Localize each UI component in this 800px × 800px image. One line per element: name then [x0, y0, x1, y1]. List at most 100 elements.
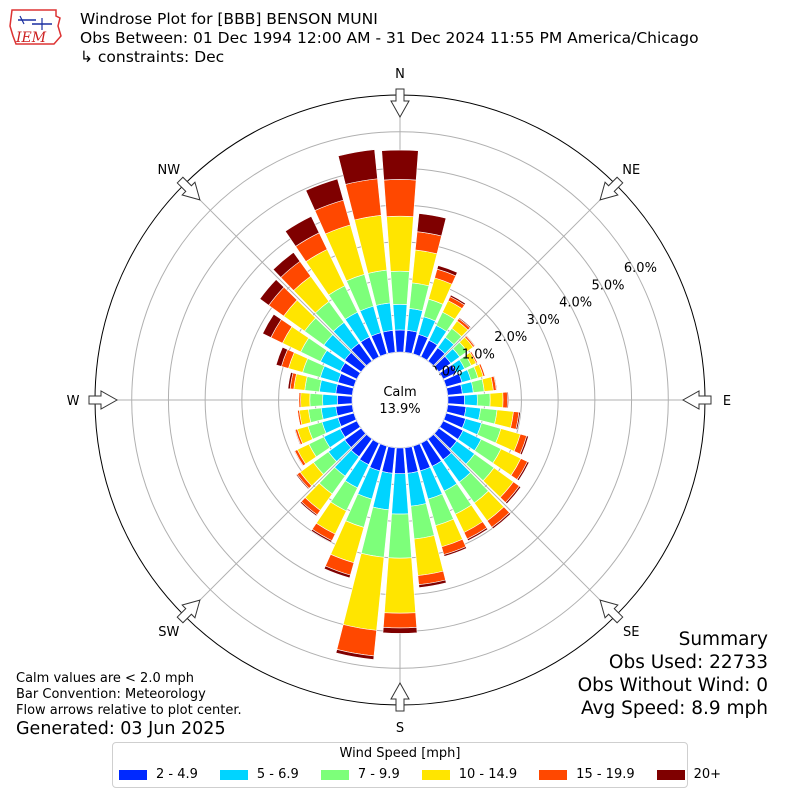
- legend-swatch: [219, 769, 248, 780]
- wind-bar-segment: [320, 406, 338, 420]
- wind-bar-segment: [466, 527, 489, 542]
- wind-bar-segment: [519, 435, 529, 456]
- legend-swatch: [119, 769, 147, 780]
- wind-bar-segment: [300, 392, 311, 408]
- wind-bar-segment: [502, 391, 508, 409]
- wind-bar-segment: [305, 178, 344, 211]
- wind-bar-segment: [381, 149, 419, 181]
- wind-bar-segment: [275, 346, 288, 367]
- wind-bar-segment: [505, 485, 522, 505]
- wind-bar-segment: [460, 381, 474, 394]
- legend-label: 20+: [693, 767, 722, 782]
- obs-used: Obs Used: 22733: [608, 652, 768, 673]
- flow-arrow-icon: [390, 88, 410, 119]
- wind-bar-segment: [515, 411, 521, 431]
- flow-note: Flow arrows relative to plot center.: [16, 703, 242, 718]
- wind-bar-segment: [465, 334, 476, 347]
- calm-label: Calm: [383, 385, 416, 400]
- compass-label: N: [395, 67, 405, 82]
- legend-label: 10 - 14.9: [458, 767, 518, 782]
- flow-arrow-icon: [88, 390, 119, 410]
- radial-tick-label: 1.0%: [462, 347, 495, 362]
- wind-bar-segment: [295, 473, 310, 490]
- wind-bar-segment: [391, 473, 409, 515]
- summary-block: Summary Obs Used: 22733 Obs Without Wind…: [578, 628, 768, 720]
- wind-bar-segment: [476, 393, 491, 407]
- legend-item: 5 - 6.9: [219, 767, 299, 782]
- grid-spoke: [183, 433, 367, 617]
- wind-bar-segment: [272, 251, 301, 278]
- wind-bar-segment: [392, 303, 408, 331]
- notes-block: Calm values are < 2.0 mph Bar Convention…: [16, 671, 242, 719]
- wind-bar-segment: [259, 279, 285, 306]
- wind-bar-segment: [296, 410, 301, 426]
- wind-bar-segment: [418, 579, 447, 588]
- wind-bar-segment: [262, 313, 282, 338]
- grid-spoke: [433, 183, 617, 367]
- compass-label: SW: [158, 625, 179, 640]
- wind-bar-segment: [464, 394, 478, 406]
- radial-tick-label: 2.0%: [494, 330, 527, 345]
- wind-bar-segment: [411, 249, 438, 287]
- legend-label: 7 - 9.9: [357, 767, 400, 782]
- wind-bar-segment: [384, 557, 416, 614]
- wind-bar-segment: [293, 450, 304, 467]
- legend-label: 5 - 6.9: [256, 767, 299, 782]
- legend-swatch: [539, 769, 568, 780]
- wind-bar-segment: [449, 294, 466, 306]
- legend-swatch: [656, 769, 685, 780]
- legend-label: 15 - 19.9: [576, 767, 635, 782]
- wind-bar-segment: [386, 215, 414, 272]
- legend-item: 15 - 19.9: [539, 767, 635, 782]
- wind-bar-segment: [382, 612, 418, 629]
- summary-title: Summary: [678, 629, 768, 650]
- wind-bar-segment: [308, 407, 324, 423]
- wind-bar-segment: [345, 178, 382, 221]
- radial-tick-label: 6.0%: [624, 261, 657, 276]
- legend-title: Wind Speed [mph]: [339, 746, 461, 761]
- grid-spoke: [433, 433, 617, 617]
- wind-bar-segment: [319, 379, 338, 394]
- legend-swatch: [421, 769, 450, 780]
- wind-bar-segment: [287, 372, 294, 390]
- wind-bar-segment: [447, 394, 465, 406]
- compass-label: NE: [622, 163, 640, 178]
- wind-bar-segment: [322, 394, 338, 406]
- wind-bar-segment: [294, 429, 302, 446]
- wind-bar-segment: [382, 626, 418, 634]
- radial-tick-label: 5.0%: [591, 278, 624, 293]
- chart-title: Windrose Plot for [BBB] BENSON MUNI: [80, 10, 378, 28]
- legend-swatch: [320, 769, 349, 780]
- compass-label: NW: [157, 163, 180, 178]
- wind-bar-segment: [478, 407, 498, 425]
- wind-bar-segment: [413, 535, 444, 576]
- radial-tick-label: 3.0%: [527, 313, 560, 328]
- legend-label: 2 - 4.9: [156, 767, 198, 782]
- compass-label: SE: [623, 625, 639, 640]
- legend-item: 20+: [656, 767, 722, 782]
- wind-bar-segment: [337, 395, 353, 405]
- calm-note: Calm values are < 2.0 mph: [16, 671, 195, 686]
- legend-item: 7 - 9.9: [320, 767, 400, 782]
- compass-label: W: [67, 394, 80, 409]
- wind-bar-segment: [309, 393, 324, 407]
- wind-bar-segment: [323, 565, 351, 579]
- wind-bar-segment: [506, 391, 509, 409]
- bar-convention-note: Bar Convention: Meteorology: [16, 687, 206, 702]
- legend: Wind Speed [mph] 2 - 4.9 5 - 6.9 7 - 9.9 10…: [112, 742, 721, 788]
- wind-bar-segment: [489, 392, 504, 408]
- grid-spoke: [183, 183, 367, 367]
- flow-arrow-icon: [390, 681, 410, 712]
- wind-bar-segment: [337, 149, 378, 185]
- wind-bar-segment: [494, 409, 514, 429]
- flow-arrow-icon: [681, 390, 712, 410]
- flow-arrow-icon: [599, 176, 624, 201]
- iem-logo: IEM: [6, 6, 64, 50]
- wind-bar-segment: [408, 282, 430, 312]
- chart-title-block: Windrose Plot for [BBB] BENSON MUNI Obs …: [80, 10, 699, 67]
- calm-value: 13.9%: [379, 402, 420, 417]
- wind-bar-segment: [394, 447, 406, 474]
- wind-bar-segment: [436, 265, 458, 277]
- wind-bar-segment: [493, 375, 498, 391]
